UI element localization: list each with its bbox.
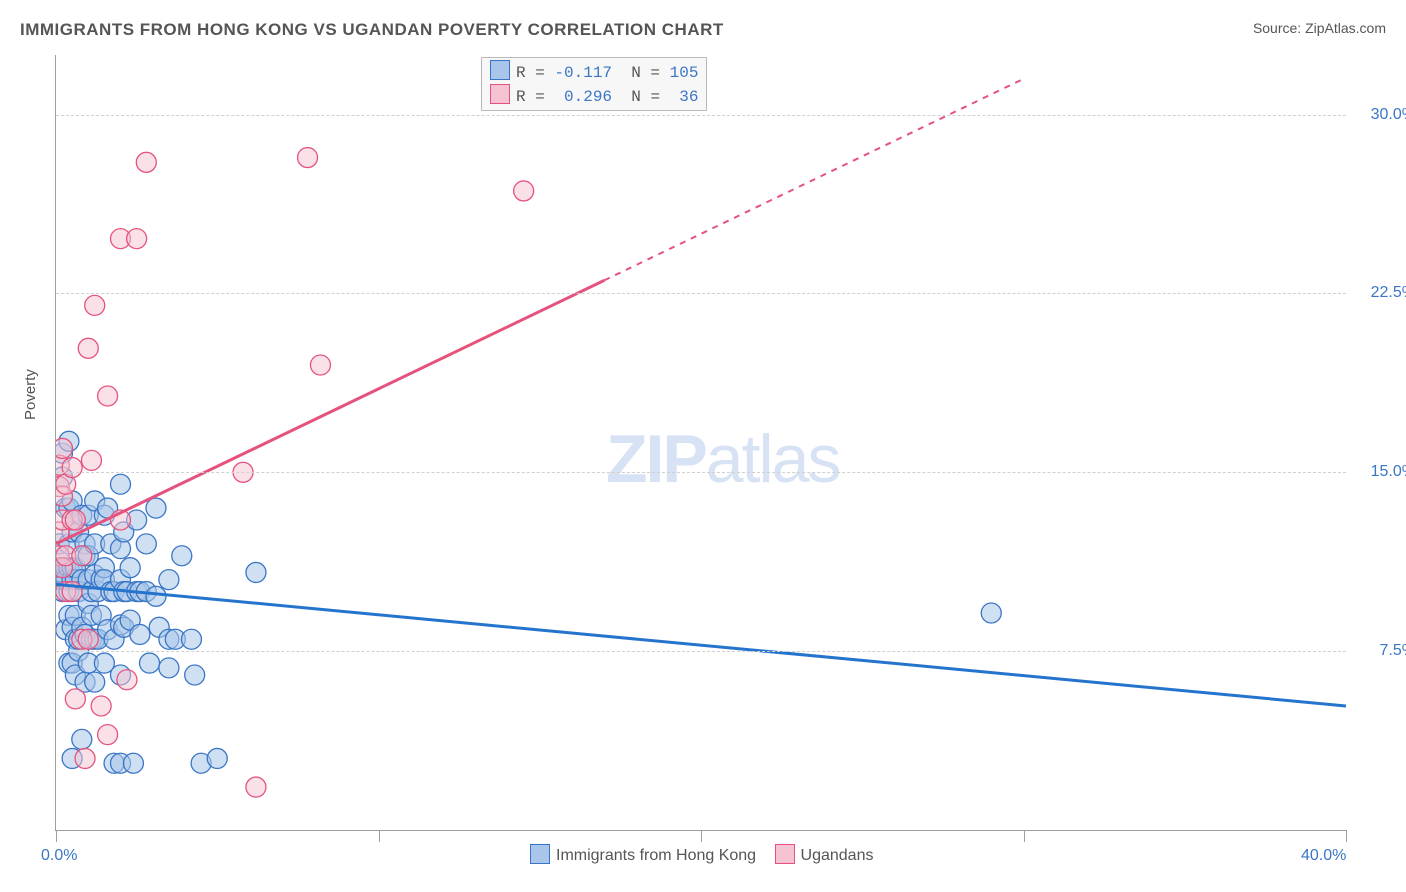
scatter-point bbox=[146, 586, 166, 606]
scatter-point bbox=[246, 562, 266, 582]
x-tick bbox=[1346, 830, 1347, 842]
x-tick bbox=[701, 830, 702, 842]
y-tick-label: 15.0% bbox=[1356, 463, 1406, 481]
scatter-point bbox=[81, 450, 101, 470]
scatter-point bbox=[91, 696, 111, 716]
gridline bbox=[56, 472, 1346, 473]
scatter-point bbox=[514, 181, 534, 201]
scatter-point bbox=[72, 729, 92, 749]
scatter-point bbox=[207, 748, 227, 768]
trend-line bbox=[56, 584, 1346, 706]
x-tick bbox=[379, 830, 380, 842]
scatter-point bbox=[56, 438, 72, 458]
legend-swatch-hk-icon bbox=[490, 60, 510, 80]
y-axis-label: Poverty bbox=[22, 369, 39, 420]
scatter-point bbox=[130, 624, 150, 644]
legend-n-hk: 105 bbox=[670, 64, 699, 82]
scatter-point bbox=[140, 653, 160, 673]
legend-series-label-ug: Ugandans bbox=[801, 847, 874, 864]
legend-r-hk: -0.117 bbox=[554, 64, 612, 82]
scatter-point bbox=[127, 229, 147, 249]
scatter-point bbox=[98, 386, 118, 406]
gridline bbox=[56, 115, 1346, 116]
scatter-point bbox=[111, 474, 131, 494]
title-row: IMMIGRANTS FROM HONG KONG VS UGANDAN POV… bbox=[20, 20, 1386, 50]
scatter-point bbox=[310, 355, 330, 375]
scatter-point bbox=[172, 546, 192, 566]
scatter-point bbox=[181, 629, 201, 649]
x-tick bbox=[1024, 830, 1025, 842]
y-tick-label: 7.5% bbox=[1356, 642, 1406, 660]
scatter-point bbox=[65, 510, 85, 530]
legend-n-ug: 36 bbox=[670, 88, 699, 106]
x-tick bbox=[56, 830, 57, 842]
scatter-point bbox=[185, 665, 205, 685]
legend-series-label-hk: Immigrants from Hong Kong bbox=[556, 847, 756, 864]
legend-stats-row-2: R = 0.296 N = 36 bbox=[490, 84, 698, 108]
scatter-point bbox=[123, 753, 143, 773]
legend-series-swatch-hk-icon bbox=[530, 844, 550, 864]
source-label: Source: ZipAtlas.com bbox=[1253, 20, 1386, 36]
scatter-point bbox=[85, 672, 105, 692]
scatter-point bbox=[65, 689, 85, 709]
gridline bbox=[56, 293, 1346, 294]
x-tick-label: 40.0% bbox=[1301, 847, 1346, 865]
scatter-point bbox=[298, 148, 318, 168]
scatter-point bbox=[117, 670, 137, 690]
scatter-point bbox=[246, 777, 266, 797]
trend-line bbox=[56, 280, 604, 544]
chart-title: IMMIGRANTS FROM HONG KONG VS UGANDAN POV… bbox=[20, 20, 724, 39]
gridline bbox=[56, 651, 1346, 652]
legend-stats: R = -0.117 N = 105 R = 0.296 N = 36 bbox=[481, 57, 707, 111]
scatter-point bbox=[159, 570, 179, 590]
y-tick-label: 30.0% bbox=[1356, 106, 1406, 124]
scatter-point bbox=[75, 748, 95, 768]
scatter-point bbox=[78, 338, 98, 358]
scatter-point bbox=[981, 603, 1001, 623]
x-tick-label: 0.0% bbox=[41, 847, 77, 865]
scatter-point bbox=[159, 658, 179, 678]
legend-r-ug: 0.296 bbox=[554, 88, 612, 106]
chart-svg bbox=[56, 55, 1346, 830]
scatter-point bbox=[62, 458, 82, 478]
y-tick-label: 22.5% bbox=[1356, 284, 1406, 302]
plot-area: ZIPatlas R = -0.117 N = 105 R = 0.296 N … bbox=[55, 55, 1346, 831]
legend-swatch-ug-icon bbox=[490, 84, 510, 104]
scatter-point bbox=[146, 498, 166, 518]
legend-stats-row-1: R = -0.117 N = 105 bbox=[490, 60, 698, 84]
scatter-point bbox=[72, 546, 92, 566]
scatter-point bbox=[136, 152, 156, 172]
scatter-point bbox=[120, 558, 140, 578]
scatter-point bbox=[85, 295, 105, 315]
scatter-point bbox=[136, 534, 156, 554]
legend-series-swatch-ug-icon bbox=[775, 844, 795, 864]
scatter-point bbox=[78, 629, 98, 649]
scatter-point bbox=[98, 725, 118, 745]
legend-series: Immigrants from Hong Kong Ugandans bbox=[516, 844, 873, 865]
